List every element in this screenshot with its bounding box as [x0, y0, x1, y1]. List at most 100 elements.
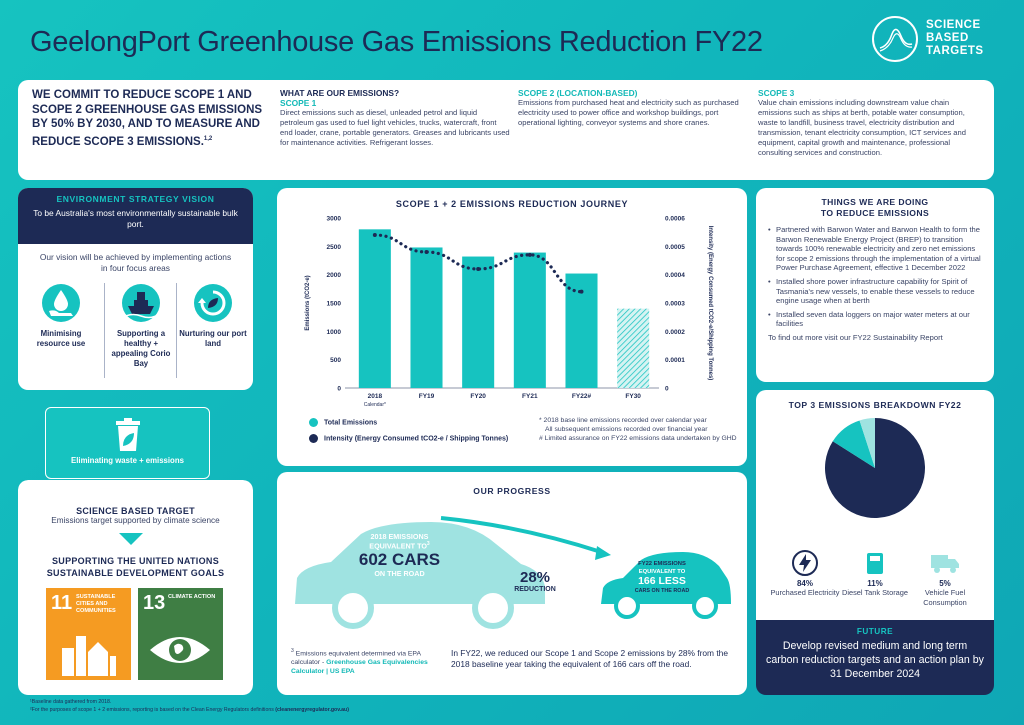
car-2018-l3: ON THE ROAD [374, 569, 425, 579]
x-tick-label: FY21 [522, 393, 538, 400]
ship-icon [121, 283, 161, 323]
epa-footnote-pre: Emissions equivalent determined via EPA … [291, 650, 421, 667]
waste-label: Eliminating waste + emissions [71, 456, 184, 465]
car-illustration [295, 516, 731, 629]
y-tick-label: 1500 [327, 301, 342, 308]
emissions-chart-card: SCOPE 1 + 2 EMISSIONS REDUCTION JOURNEY … [277, 188, 747, 466]
focus-label-1: Minimising resource use [36, 329, 86, 348]
y2-tick-label: 0.0003 [665, 301, 685, 308]
city-icon [62, 636, 116, 676]
water-drop-hand-icon [41, 283, 81, 323]
emissions-bar-chart: 0 500 1000 1500 2000 2500 3000 0 0.0001 0.0002 0.0… [305, 216, 713, 409]
clean-energy-link[interactable]: (cleanenergyregulator.gov.au) [275, 707, 349, 713]
car-2018-sup: 3 [426, 541, 430, 547]
future-text: Develop revised medium and long term car… [766, 640, 984, 680]
car-2022-l1: FY22 EMISSIONS [638, 561, 686, 567]
epa-calculator-link[interactable]: Greenhouse Gas Equivalencies Calculator … [291, 659, 428, 676]
y2-tick-label: 0.0004 [665, 272, 685, 279]
y2-tick-label: 0.0002 [665, 329, 685, 336]
x-tick-label: 2018 [368, 393, 383, 400]
focus-label-3: Nurturing our port land [179, 329, 247, 348]
footer-note-1: ¹Baseline data gathered from 2018. [30, 699, 112, 705]
fuel-tank-icon [867, 553, 883, 574]
footer-note-2-text: ²For the purposes of scope 1 + 2 emissio… [30, 707, 276, 713]
stat-vehicle-pct: 5% [939, 578, 951, 588]
future-box: FUTURE Develop revised medium and long t… [756, 620, 994, 695]
eye-globe-icon [150, 637, 210, 663]
scope1-title: SCOPE 1 [280, 98, 317, 108]
pie-slice-2 [832, 420, 875, 468]
focus-area-1: Minimising resource use [26, 283, 96, 349]
chart-notes: * 2018 base line emissions recorded over… [539, 416, 739, 443]
stat-vehicle-label: Vehicle Fuel Consumption [923, 588, 967, 607]
commitment-sup: 1,2 [203, 135, 213, 142]
lightning-icon [792, 550, 818, 576]
sbt-logo: SCIENCE BASED TARGETS [872, 14, 1012, 66]
chart-note-2: All subsequent emissions recorded over f… [545, 426, 708, 433]
x-tick-label: FY20 [470, 393, 486, 400]
chart-note-3: # Limited assurance on FY22 emissions da… [539, 435, 737, 442]
reduction-text: 28% REDUCTION [505, 569, 565, 593]
focus-area-2: Supporting a healthy + appealing Corio B… [106, 283, 176, 369]
top3-heading: TOP 3 EMISSIONS BREAKDOWN FY22 [788, 400, 962, 410]
bar-fy21 [513, 252, 546, 388]
bar-fy19 [410, 247, 443, 388]
x-tick-label: FY22# [572, 393, 592, 400]
list-item: Partnered with Barwon Water and Barwon H… [768, 225, 982, 273]
sbt-heading: SCIENCE BASED TARGET [76, 506, 195, 516]
sdg-num-11: 11 [51, 592, 73, 614]
page-title: GeelongPort Greenhouse Gas Emissions Red… [30, 26, 763, 58]
eliminating-waste-box: Eliminating waste + emissions [45, 407, 210, 479]
stat-electricity: 84% Purchased Electricity [770, 550, 840, 598]
list-item: Installed seven data loggers on major wa… [768, 310, 982, 329]
intensity-point [527, 252, 532, 257]
focus-label-2: Supporting a healthy + appealing Corio B… [111, 329, 171, 368]
chart-note-1: * 2018 base line emissions recorded over… [539, 417, 707, 424]
progress-heading: OUR PROGRESS [473, 486, 551, 496]
sbt-line2: BASED [926, 32, 969, 44]
legend-intensity-label: Intensity (Energy Consumed tCO2-e / Ship… [324, 435, 509, 443]
sdg-label-11: SUSTAINABLE CITIES AND COMMUNITIES [76, 594, 116, 614]
things-heading-1: THINGS WE ARE DOING [821, 197, 929, 207]
intensity-point [424, 250, 429, 254]
legend-total-label: Total Emissions [324, 419, 378, 427]
bar-fy30 [617, 308, 650, 388]
reduction-pct: 28% [519, 569, 551, 586]
car-2018-l1: 2018 EMISSIONS [370, 532, 429, 541]
x-tick-label: FY19 [419, 393, 435, 400]
progress-summary: In FY22, we reduced our Scope 1 and Scop… [451, 648, 728, 669]
calendar-note: Calendar* [364, 402, 386, 408]
scope1-text: Direct emissions such as diesel, unleade… [280, 108, 510, 147]
y-tick-label: 1000 [327, 329, 342, 336]
stat-diesel: 11% Diesel Tank Storage [840, 550, 910, 598]
x-tick-label: FY30 [625, 393, 641, 400]
scope3-text: Value chain emissions including downstre… [758, 98, 966, 157]
bar-2018 [358, 229, 391, 388]
targets-section: SCIENCE BASED TARGET Emissions target su… [18, 480, 253, 695]
stat-electricity-label: Purchased Electricity [770, 588, 840, 598]
list-item: Installed shore power infrastructure cap… [768, 277, 982, 306]
car-2022-l3: CARS ON THE ROAD [634, 588, 690, 594]
env-text: To be Australia's most environmentally s… [33, 208, 238, 229]
truck-icon [931, 555, 959, 573]
chart-heading: SCOPE 1 + 2 EMISSIONS REDUCTION JOURNEY [395, 199, 629, 209]
car-2022-text: FY22 EMISSIONS EQUIVALENT TO 166 LESS CA… [627, 560, 697, 595]
sbt-line1: SCIENCE [926, 19, 981, 31]
emissions-heading: WHAT ARE OUR EMISSIONS? [280, 88, 400, 98]
things-heading-2: TO REDUCE EMISSIONS [820, 208, 930, 218]
env-heading: ENVIRONMENT STRATEGY VISION [56, 194, 215, 204]
sbt-line3: TARGETS [926, 45, 984, 57]
emissions-overview-card: WE COMMIT TO REDUCE SCOPE 1 AND SCOPE 2 … [18, 80, 994, 180]
y2-tick-label: 0.0005 [665, 244, 685, 251]
sustainability-report-link[interactable]: To find out more visit our FY22 Sustaina… [768, 332, 943, 342]
stat-electricity-pct: 84% [796, 578, 813, 588]
y2-tick-label: 0.0001 [665, 357, 685, 364]
y-tick-label: 2000 [327, 272, 342, 279]
actions-list: Partnered with Barwon Water and Barwon H… [756, 219, 994, 329]
vision-text: Our vision will be achieved by implement… [39, 252, 232, 273]
scope3-title: SCOPE 3 [758, 88, 795, 98]
stat-vehicle: 5% Vehicle Fuel Consumption [910, 550, 980, 607]
car-2022-big: 166 LESS [638, 575, 686, 587]
stat-diesel-label: Diesel Tank Storage [841, 588, 908, 598]
